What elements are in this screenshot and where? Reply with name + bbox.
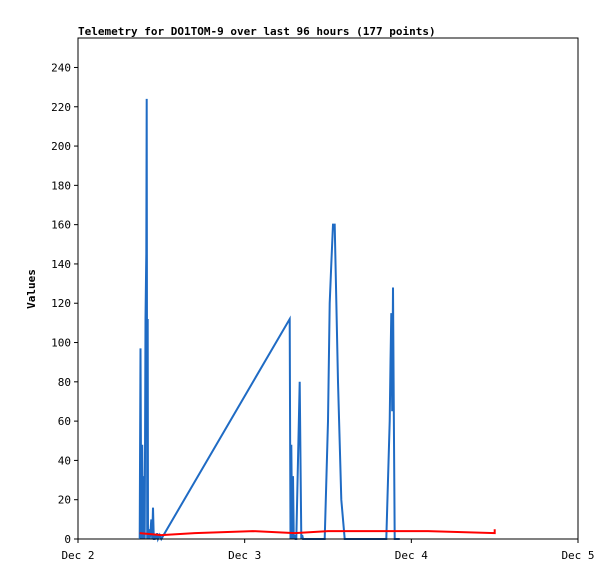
series-layer [138, 98, 496, 543]
y-tick-label: 40 [58, 454, 71, 467]
y-axis-label: Values [25, 269, 38, 309]
y-tick-label: 240 [51, 61, 71, 74]
x-tick-label: Dec 3 [228, 549, 261, 562]
y-tick-label: 60 [58, 415, 71, 428]
y-tick-label: 140 [51, 258, 71, 271]
x-tick-label: Dec 4 [395, 549, 428, 562]
x-axis: Dec 2 Dec 3 Dec 4 Dec 5 [61, 539, 595, 562]
y-axis: 0 20 40 60 80 100 120 140 160 180 200 220 240 [51, 61, 78, 546]
y-tick-label: 20 [58, 494, 71, 507]
y-tick-label: 80 [58, 376, 71, 389]
series-line-2 [139, 529, 496, 537]
series-line-1 [138, 98, 400, 543]
y-tick-label: 220 [51, 101, 71, 114]
x-tick-label: Dec 2 [61, 549, 94, 562]
y-tick-label: 120 [51, 297, 71, 310]
y-tick-label: 100 [51, 337, 71, 350]
y-tick-label: 180 [51, 179, 71, 192]
chart-title: Telemetry for DO1TOM-9 over last 96 hour… [78, 25, 436, 38]
plot-frame [77, 37, 579, 540]
y-tick-label: 160 [51, 219, 71, 232]
y-tick-label: 0 [64, 533, 71, 546]
x-tick-label: Dec 5 [561, 549, 594, 562]
y-tick-label: 200 [51, 140, 71, 153]
